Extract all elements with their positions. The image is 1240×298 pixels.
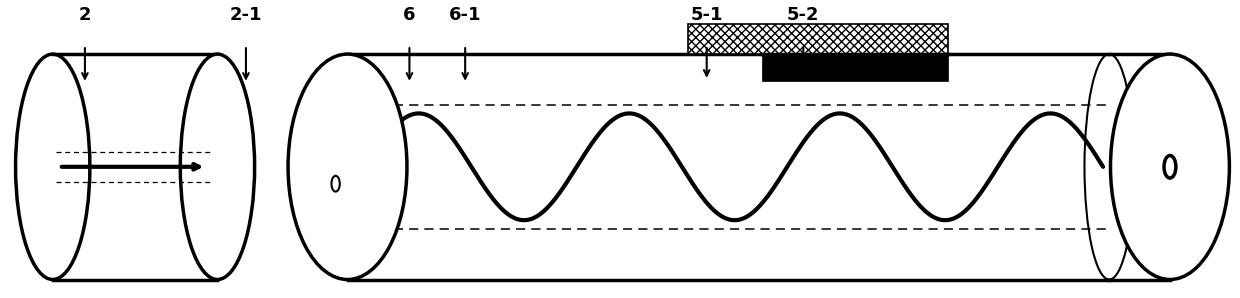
Text: 2-1: 2-1 — [229, 7, 262, 24]
Bar — [763, 54, 949, 81]
Text: 2: 2 — [78, 7, 92, 24]
Bar — [688, 24, 949, 54]
Text: 5-1: 5-1 — [691, 7, 723, 24]
Ellipse shape — [1111, 54, 1229, 280]
Text: 6: 6 — [403, 7, 415, 24]
Text: 6-1: 6-1 — [449, 7, 481, 24]
Text: 5-2: 5-2 — [787, 7, 820, 24]
Ellipse shape — [288, 54, 407, 280]
Ellipse shape — [180, 54, 254, 280]
